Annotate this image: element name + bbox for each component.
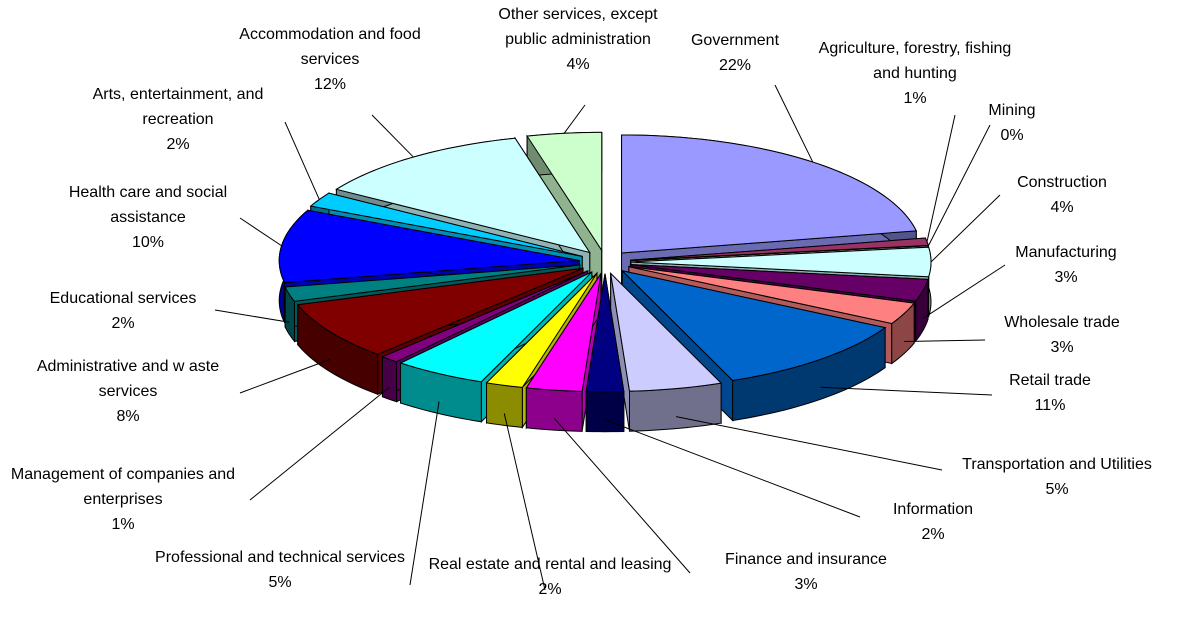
slice-label-value: 0%	[1000, 127, 1024, 144]
slice-label-value: 2%	[111, 315, 135, 332]
slice-label-name: Accommodation and food services	[239, 26, 421, 68]
slice-label-value: 8%	[116, 408, 140, 425]
slice-label-value: 12%	[313, 76, 347, 93]
slice-label: Arts, entertainment, and recreation 2%	[68, 82, 288, 157]
slice-label-name: Manufacturing	[1015, 244, 1117, 261]
slice-label-name: Arts, entertainment, and recreation	[92, 86, 264, 128]
slice-label-value: 22%	[718, 57, 752, 74]
slice-label-name: Construction	[1017, 174, 1107, 191]
slice-label-value: 11%	[1034, 397, 1066, 414]
slice-label-value: 2%	[166, 136, 190, 153]
slice-label-name: Health care and social assistance	[68, 184, 228, 226]
slice-side	[381, 356, 398, 403]
slice-label-name: Agriculture, forestry, fishing and hunti…	[818, 40, 1012, 82]
slice-top	[630, 246, 932, 278]
slice	[585, 273, 625, 433]
slice-label-name: Management of companies and enterprises	[10, 466, 236, 508]
leader-line	[922, 264, 1006, 319]
slice-label-value: 1%	[111, 516, 135, 533]
leader-line	[927, 124, 991, 246]
slice-label-value: 2%	[538, 581, 562, 598]
slice-top	[485, 272, 598, 388]
slice-top	[525, 273, 602, 392]
slice	[620, 269, 887, 422]
slice-label: Other services, except public administra…	[478, 2, 678, 77]
leader-line	[930, 194, 1001, 263]
slice-label-name: Finance and insurance	[725, 551, 887, 568]
leader-line	[284, 121, 320, 200]
leader-line	[214, 309, 290, 323]
slice-top	[296, 267, 584, 355]
slice-label: Manufacturing 3%	[1006, 240, 1126, 290]
slice-label-value: 4%	[566, 56, 590, 73]
slice-top	[609, 271, 723, 392]
slice-label-value: 5%	[1045, 481, 1069, 498]
slice-label-name: Administrative and w aste services	[36, 358, 220, 400]
leader-line	[820, 386, 993, 396]
leader-line	[563, 104, 586, 134]
slice-top	[284, 264, 580, 302]
slice-label-value: 3%	[794, 576, 818, 593]
leader-line	[604, 419, 861, 518]
slice-label: Finance and insurance 3%	[706, 547, 906, 597]
slice-label: Information 2%	[873, 497, 993, 547]
slice-label-name: Retail trade	[1009, 372, 1091, 389]
slice-label: Transportation and Utilities 5%	[937, 452, 1177, 502]
slice-label: Construction 4%	[1002, 170, 1122, 220]
leader-line	[553, 417, 691, 574]
slice-label: Administrative and w aste services 8%	[8, 354, 248, 429]
slice-top	[630, 264, 929, 302]
slice-label-name: Other services, except public administra…	[498, 6, 658, 48]
slice-top	[399, 271, 593, 383]
leader-line	[676, 416, 943, 471]
slice-label-name: Educational services	[49, 290, 197, 307]
slice-label-value: 5%	[268, 574, 292, 591]
leader-line	[249, 386, 390, 501]
slice-label: Educational services 2%	[23, 286, 223, 336]
slice-label: Real estate and rental and leasing 2%	[425, 552, 675, 602]
slice-top	[585, 273, 625, 393]
slice-label-name: Wholesale trade	[1004, 314, 1120, 331]
slice-label-value: 3%	[1050, 339, 1074, 356]
slice-label: Mining 0%	[972, 98, 1052, 148]
leader-line	[239, 217, 282, 247]
slice-label-value: 10%	[131, 234, 165, 251]
slice-label-name: Professional and technical services	[155, 549, 405, 566]
slice-label-value: 4%	[1050, 199, 1074, 216]
slice-top	[526, 131, 603, 253]
slice-side	[525, 387, 583, 432]
slice-label: Health care and social assistance 10%	[48, 180, 248, 255]
leader-line	[239, 359, 330, 394]
slice-side	[486, 382, 523, 428]
leader-line	[926, 114, 956, 242]
slice-side	[585, 390, 625, 433]
leader-line	[503, 413, 546, 591]
slice-label: Government 22%	[670, 28, 800, 78]
slice-label: Accommodation and food services 12%	[230, 22, 430, 97]
slice-top	[620, 269, 887, 382]
slice-label-value: 3%	[1054, 269, 1078, 286]
slice-top	[628, 266, 916, 325]
slice-label-name: Real estate and rental and leasing	[428, 556, 672, 573]
slice-label: Management of companies and enterprises 1…	[3, 462, 243, 537]
leader-line	[371, 114, 414, 158]
slice-label-name: Government	[690, 32, 780, 49]
slice-label: Retail trade 11%	[990, 368, 1110, 418]
slice-top	[335, 137, 591, 254]
slice-label: Professional and technical services 5%	[155, 545, 405, 595]
slice-label-value: 1%	[903, 90, 927, 107]
slice-label-name: Transportation and Utilities	[962, 456, 1152, 473]
slice-top	[381, 270, 589, 363]
slice-label: Wholesale trade 3%	[992, 310, 1132, 360]
leader-line	[774, 84, 814, 163]
slice-label-value: 2%	[921, 526, 945, 543]
leader-line	[409, 401, 440, 586]
slice-label-name: Mining	[988, 102, 1036, 119]
slice-label-name: Information	[892, 501, 974, 518]
slice	[609, 271, 723, 432]
slice-label: Agriculture, forestry, fishing and hunti…	[815, 36, 1015, 111]
leader-line	[904, 339, 986, 343]
